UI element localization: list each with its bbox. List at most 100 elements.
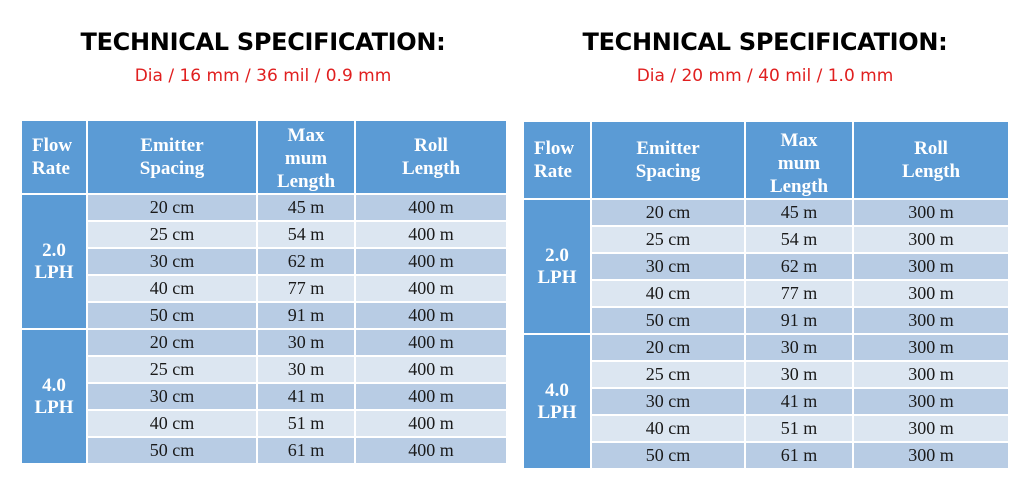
- header-flow-rate-line: Flow: [534, 138, 575, 159]
- max-length-cell: 91 m: [744, 306, 854, 335]
- table-row: 40 cm 51 m 400 m: [21, 409, 508, 438]
- emitter-spacing-cell: 50 cm: [86, 301, 258, 330]
- emitter-spacing-cell: 30 cm: [86, 247, 258, 276]
- roll-length-cell: 400 m: [354, 220, 508, 249]
- table-row: 30 cm 41 m 300 m: [523, 387, 1010, 416]
- roll-length-cell: 400 m: [354, 274, 508, 303]
- emitter-spacing-cell: 25 cm: [86, 355, 258, 384]
- emitter-spacing-cell: 50 cm: [590, 441, 746, 470]
- max-length-cell: 54 m: [744, 225, 854, 254]
- table-row: 25 cm 30 m 300 m: [523, 360, 1010, 389]
- header-row: Flow Rate Emitter Spacing Max mum Length Roll Le…: [522, 120, 1010, 200]
- header-max-length: Max mum Length: [256, 119, 356, 195]
- emitter-spacing-cell: 30 cm: [86, 382, 258, 411]
- roll-length-cell: 300 m: [852, 198, 1010, 227]
- table-row: 40 cm 77 m 400 m: [21, 274, 508, 303]
- header-emitter-spacing-line: Spacing: [635, 161, 701, 182]
- emitter-spacing-cell: 25 cm: [590, 225, 746, 254]
- roll-length-cell: 300 m: [852, 333, 1010, 362]
- table-row: 2.0 LPH 20 cm 45 m 300 m: [522, 198, 1010, 335]
- header-roll-length: Roll Length: [852, 120, 1010, 200]
- max-length-cell: 61 m: [744, 441, 854, 470]
- emitter-spacing-cell: 40 cm: [86, 274, 258, 303]
- roll-length-cell: 400 m: [354, 355, 508, 384]
- header-roll-length-line: Roll: [414, 135, 448, 156]
- header-max-length-line: mum: [777, 153, 821, 174]
- header-roll-length-line: Roll: [914, 138, 948, 159]
- emitter-spacing-cell: 40 cm: [590, 279, 746, 308]
- max-length-cell: 77 m: [744, 279, 854, 308]
- emitter-spacing-cell: 20 cm: [590, 333, 746, 362]
- emitter-spacing-cell: 30 cm: [590, 387, 746, 416]
- max-length-cell: 41 m: [256, 382, 356, 411]
- header-roll-length-line: Length: [901, 161, 961, 182]
- header-flow-rate-line: Rate: [32, 158, 70, 179]
- flow-rate-cell: 2.0 LPH: [20, 193, 88, 330]
- emitter-spacing-cell: 30 cm: [590, 252, 746, 281]
- max-length-cell: 45 m: [744, 198, 854, 227]
- table-row: 40 cm 51 m 300 m: [523, 414, 1010, 443]
- max-length-cell: 30 m: [744, 333, 854, 362]
- roll-length-cell: 300 m: [852, 414, 1010, 443]
- header-roll-length-line: Length: [401, 158, 461, 179]
- flow-rate-cell: 4.0 LPH: [522, 333, 592, 470]
- max-length-cell: 62 m: [256, 247, 356, 276]
- table-row: 30 cm 62 m 400 m: [21, 247, 508, 276]
- emitter-spacing-cell: 25 cm: [590, 360, 746, 389]
- roll-length-cell: 300 m: [852, 306, 1010, 335]
- roll-length-cell: 300 m: [852, 360, 1010, 389]
- header-max-length-line: mum: [284, 148, 328, 169]
- table-row: 50 cm 61 m 300 m: [523, 441, 1010, 470]
- spec-title: TECHNICAL SPECIFICATION:: [80, 28, 446, 56]
- table-row: 4.0 LPH 20 cm 30 m 400 m: [20, 328, 508, 465]
- spec-subtitle: Dia / 16 mm / 36 mil / 0.9 mm: [134, 66, 392, 86]
- max-length-cell: 51 m: [744, 414, 854, 443]
- max-length-cell: 54 m: [256, 220, 356, 249]
- flow-rate-line: LPH: [34, 261, 74, 283]
- header-emitter-spacing: Emitter Spacing: [590, 120, 746, 200]
- table-row: 50 cm 91 m 300 m: [523, 306, 1010, 335]
- emitter-spacing-cell: 20 cm: [86, 193, 258, 222]
- table-row: 30 cm 41 m 400 m: [21, 382, 508, 411]
- header-emitter-spacing-line: Emitter: [636, 138, 700, 159]
- flow-rate-line: 2.0: [42, 239, 66, 261]
- emitter-spacing-cell: 25 cm: [86, 220, 258, 249]
- roll-length-cell: 400 m: [354, 328, 508, 357]
- roll-length-cell: 300 m: [852, 387, 1010, 416]
- flow-rate-line: 2.0: [545, 244, 569, 266]
- flow-rate-line: LPH: [537, 266, 577, 288]
- roll-length-cell: 400 m: [354, 247, 508, 276]
- table-row: 2.0 LPH 20 cm 45 m 400 m: [20, 193, 508, 330]
- max-length-cell: 30 m: [256, 355, 356, 384]
- header-max-length-line: Max: [287, 125, 325, 146]
- roll-length-cell: 300 m: [852, 252, 1010, 281]
- max-length-cell: 45 m: [256, 193, 356, 222]
- spec-subtitle: Dia / 20 mm / 40 mil / 1.0 mm: [636, 66, 894, 86]
- header-emitter-spacing: Emitter Spacing: [86, 119, 258, 195]
- max-length-cell: 62 m: [744, 252, 854, 281]
- header-flow-rate-line: Flow: [32, 135, 73, 156]
- table-row: 25 cm 54 m 400 m: [21, 220, 508, 249]
- header-emitter-spacing-line: Emitter: [140, 135, 204, 156]
- header-emitter-spacing-line: Spacing: [139, 158, 205, 179]
- flow-rate-line: LPH: [537, 401, 577, 423]
- table-row: 4.0 LPH 20 cm 30 m 300 m: [522, 333, 1010, 470]
- roll-length-cell: 400 m: [354, 409, 508, 438]
- header-row: Flow Rate Emitter Spacing Max mum Length Roll Le…: [20, 119, 508, 195]
- spec-table: Flow Rate Emitter Spacing Max mum Length Roll Le…: [20, 119, 508, 465]
- flow-rate-line: LPH: [34, 396, 74, 418]
- roll-length-cell: 300 m: [852, 441, 1010, 470]
- table-row: 30 cm 62 m 300 m: [523, 252, 1010, 281]
- max-length-cell: 30 m: [744, 360, 854, 389]
- table-row: 25 cm 54 m 300 m: [523, 225, 1010, 254]
- table-row: 40 cm 77 m 300 m: [523, 279, 1010, 308]
- table-row: 50 cm 91 m 400 m: [21, 301, 508, 330]
- header-flow-rate: Flow Rate: [20, 119, 88, 195]
- header-max-length-line: Length: [769, 176, 829, 197]
- spec-title: TECHNICAL SPECIFICATION:: [582, 28, 948, 56]
- roll-length-cell: 400 m: [354, 436, 508, 465]
- max-length-cell: 41 m: [744, 387, 854, 416]
- header-flow-rate-line: Rate: [534, 161, 572, 182]
- table-row: 25 cm 30 m 400 m: [21, 355, 508, 384]
- header-max-length-line: Max: [780, 130, 818, 151]
